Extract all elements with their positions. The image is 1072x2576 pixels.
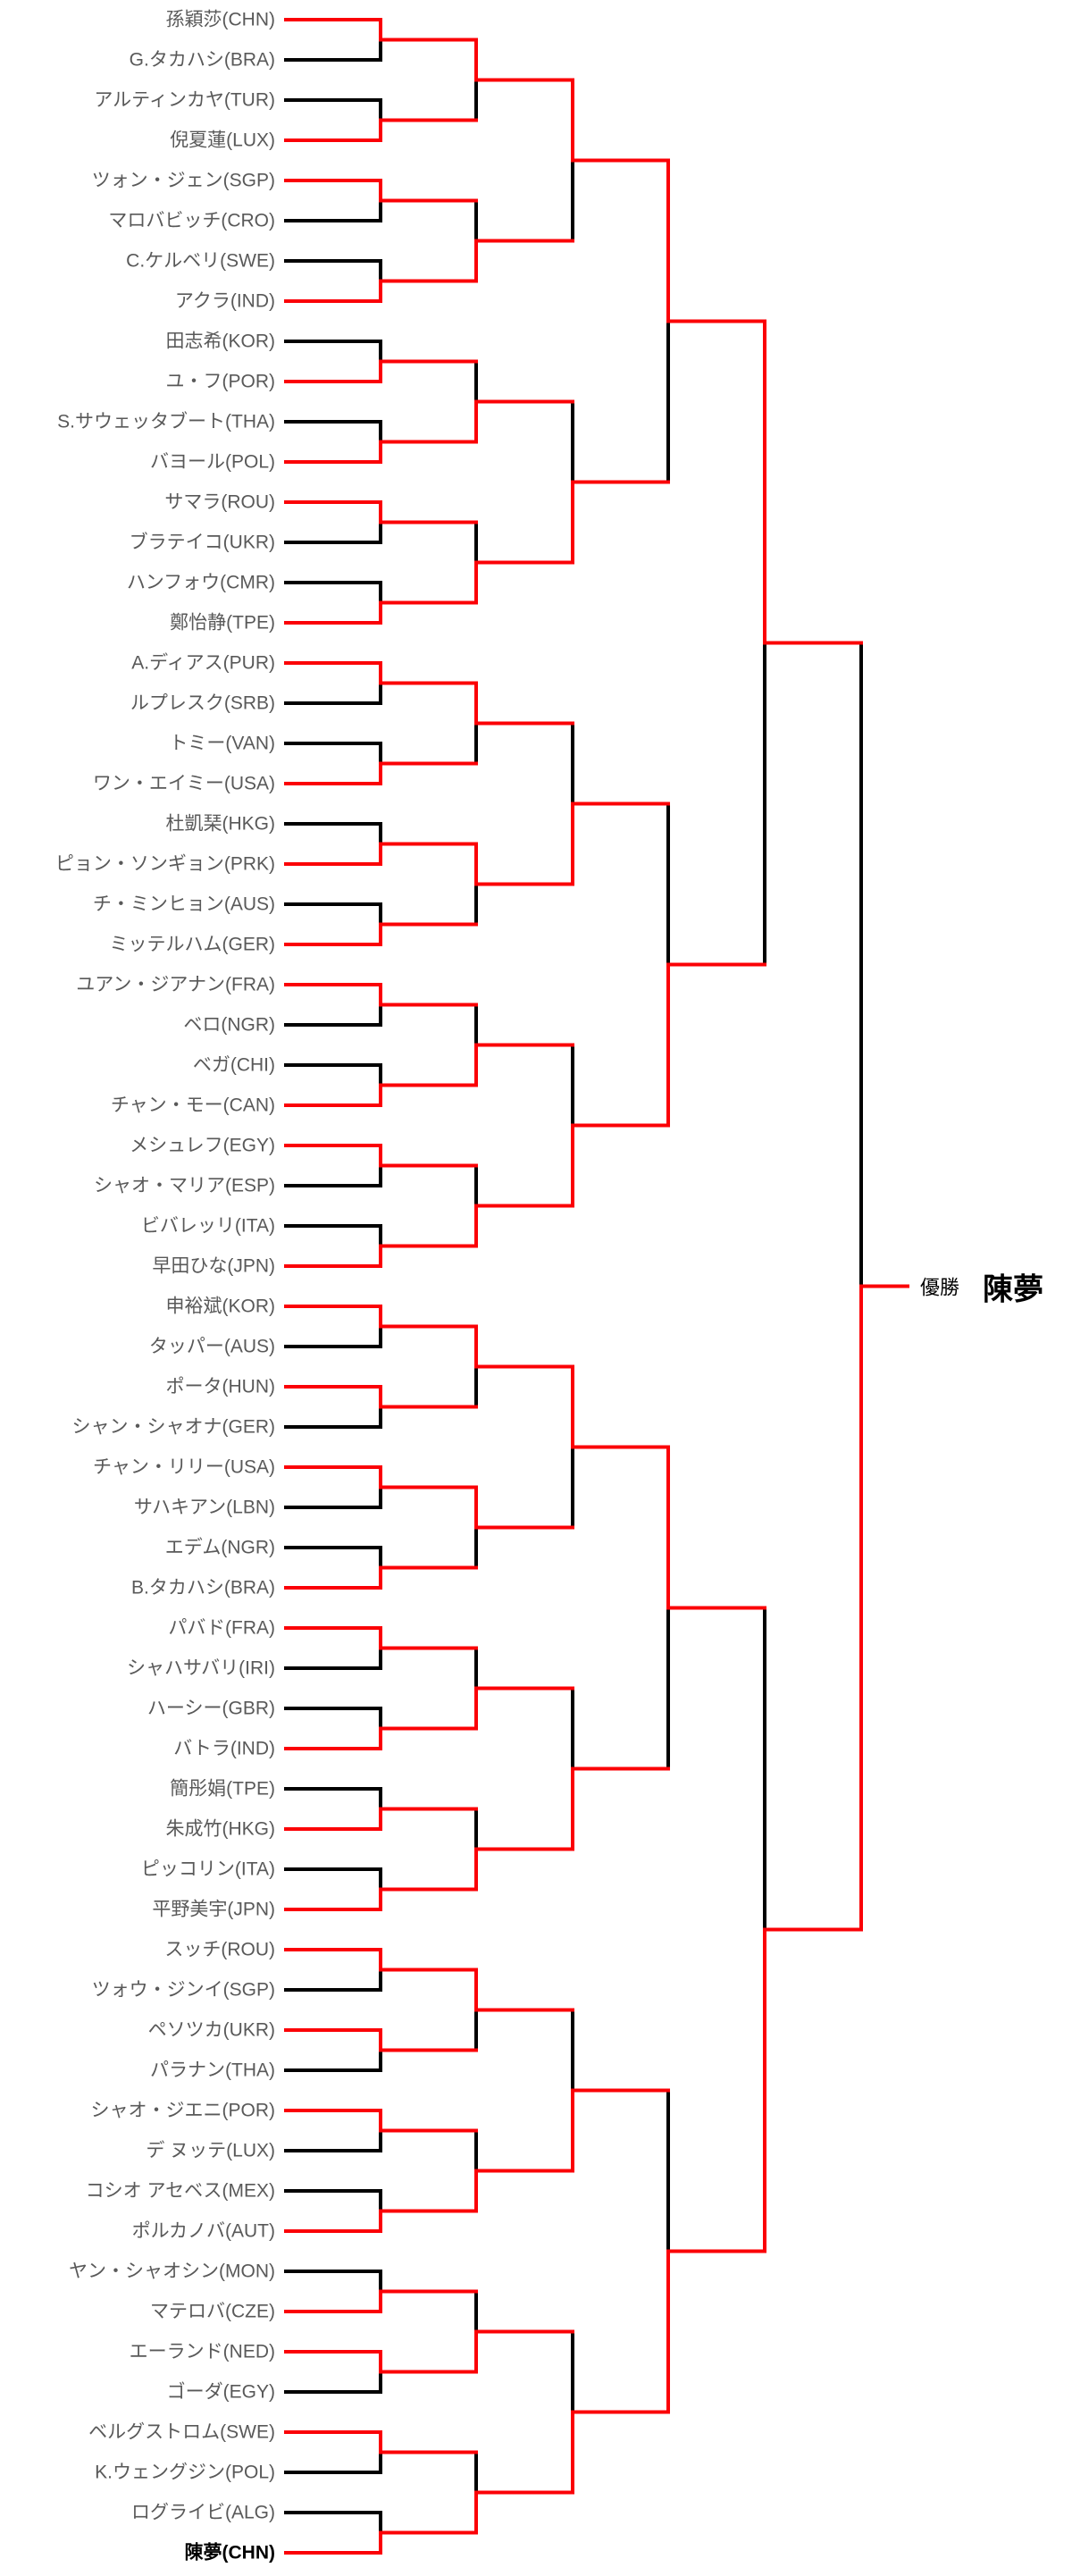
player-name: K.ウェングジン(POL) — [95, 2462, 275, 2483]
player-name: S.サウェッタブート(THA) — [57, 411, 275, 432]
player-name: 陳夢(CHN) — [184, 2542, 275, 2563]
player-name: ビバレッリ(ITA) — [140, 1215, 275, 1237]
player-name: ピョン・ソンギョン(PRK) — [54, 853, 275, 875]
player-name: 平野美宇(JPN) — [152, 1899, 275, 1920]
player-name: ゴーダ(EGY) — [166, 2381, 275, 2403]
player-name: ヤン・シャオシン(MON) — [69, 2261, 275, 2282]
player-name: ルプレスク(SRB) — [130, 692, 275, 714]
player-name: コシオ アセベス(MEX) — [85, 2180, 275, 2202]
player-name: A.ディアス(PUR) — [131, 652, 275, 674]
player-name: スッチ(ROU) — [164, 1939, 275, 1960]
player-name: バトラ(IND) — [173, 1738, 275, 1759]
player-name: 孫穎莎(CHN) — [165, 9, 275, 30]
player-name: ポルカノバ(AUT) — [131, 2220, 275, 2242]
player-name: C.ケルベリ(SWE) — [126, 250, 275, 272]
player-name: ワン・エイミー(USA) — [92, 773, 275, 794]
player-name: ポータ(HUN) — [165, 1376, 275, 1397]
player-name: 申裕斌(KOR) — [165, 1296, 276, 1317]
champion-name: 陳夢 — [983, 1272, 1044, 1306]
player-name: タッパー(AUS) — [148, 1336, 275, 1357]
player-name: チ・ミンヒョン(AUS) — [92, 894, 275, 915]
player-name: バヨール(POL) — [149, 451, 275, 473]
player-name: ベガ(CHI) — [192, 1054, 275, 1076]
player-name: 倪夏蓮(LUX) — [170, 130, 275, 151]
player-name: アルティンカヤ(TUR) — [94, 89, 275, 111]
champion-annotation: 優勝 陳夢 — [920, 1264, 1043, 1308]
player-name: 早田ひな(JPN) — [152, 1255, 275, 1277]
player-name: ミッテルハム(GER) — [109, 934, 276, 955]
player-name: エデム(NGR) — [164, 1537, 275, 1558]
player-name: ツォン・ジェン(SGP) — [91, 170, 275, 191]
player-name: 朱成竹(HKG) — [165, 1818, 276, 1840]
player-name: B.タカハシ(BRA) — [130, 1577, 275, 1598]
player-name: 鄭怡静(TPE) — [170, 612, 275, 634]
player-name: 田志希(KOR) — [165, 331, 276, 352]
player-name: パラナン(THA) — [150, 2060, 275, 2081]
player-name: パバド(FRA) — [168, 1617, 275, 1639]
player-name: エーランド(NED) — [129, 2341, 275, 2362]
player-name: ユ・フ(POR) — [165, 371, 276, 392]
player-name: メシュレフ(EGY) — [130, 1135, 275, 1156]
player-name: ツォウ・ジンイ(SGP) — [91, 1979, 275, 2001]
player-name: デ ヌッテ(LUX) — [146, 2140, 275, 2161]
player-name: G.タカハシ(BRA) — [129, 49, 275, 71]
player-name: マテロバ(CZE) — [150, 2301, 275, 2322]
player-name: ベルグストロム(SWE) — [88, 2421, 275, 2443]
player-name: シャハサバリ(IRI) — [127, 1657, 275, 1679]
player-name: ブラテイコ(UKR) — [129, 532, 275, 553]
player-name: ペソツカ(UKR) — [147, 2019, 275, 2041]
player-name: ハーシー(GBR) — [147, 1698, 275, 1719]
player-name: サハキアン(LBN) — [133, 1497, 275, 1518]
player-name: トミー(VAN) — [169, 733, 275, 754]
player-name: ユアン・ジアナン(FRA) — [76, 974, 275, 995]
player-name: サマラ(ROU) — [164, 491, 275, 513]
player-name: ベロ(NGR) — [183, 1014, 275, 1036]
player-name: 簡彤娟(TPE) — [170, 1778, 275, 1800]
player-name: シャオ・ジエニ(POR) — [90, 2100, 276, 2121]
player-name: ハンフォウ(CMR) — [126, 572, 275, 593]
player-name: 杜凱琹(HKG) — [165, 813, 276, 835]
player-name: マロバビッチ(CRO) — [108, 210, 275, 231]
champion-label: 優勝 — [920, 1276, 960, 1299]
player-name: チャン・リリー(USA) — [93, 1456, 275, 1478]
player-name: ログライビ(ALG) — [130, 2502, 275, 2523]
player-name: シャオ・マリア(ESP) — [93, 1175, 275, 1196]
player-name: ピッコリン(ITA) — [140, 1859, 275, 1880]
player-name: アクラ(IND) — [174, 290, 275, 312]
player-name: シャン・シャオナ(GER) — [71, 1416, 276, 1438]
player-name: チャン・モー(CAN) — [110, 1095, 275, 1116]
